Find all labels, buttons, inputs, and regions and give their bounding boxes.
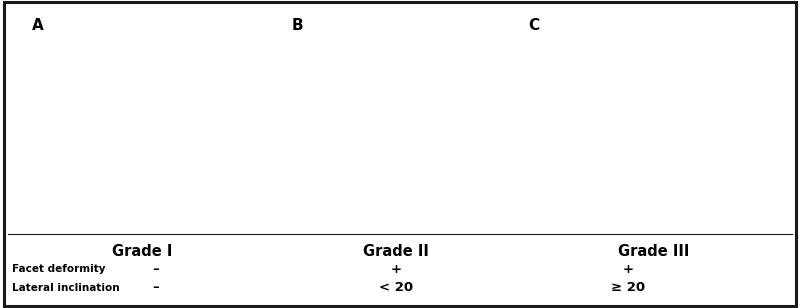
Text: Facet deformity: Facet deformity	[12, 265, 106, 274]
Bar	[516, 6, 792, 234]
Text: B: B	[292, 18, 304, 34]
Bar	[268, 6, 524, 234]
Text: < 20: < 20	[379, 282, 413, 294]
Text: C: C	[528, 18, 539, 34]
Text: A: A	[32, 18, 44, 34]
Bar	[8, 6, 276, 234]
Text: –: –	[153, 263, 159, 276]
Text: Grade I: Grade I	[112, 244, 172, 258]
Text: +: +	[622, 263, 634, 276]
Text: Grade II: Grade II	[363, 244, 429, 258]
Text: –: –	[153, 282, 159, 294]
Text: +: +	[390, 263, 402, 276]
Text: Lateral inclination: Lateral inclination	[12, 283, 120, 293]
Text: Grade III: Grade III	[618, 244, 690, 258]
Text: ≥ 20: ≥ 20	[611, 282, 645, 294]
